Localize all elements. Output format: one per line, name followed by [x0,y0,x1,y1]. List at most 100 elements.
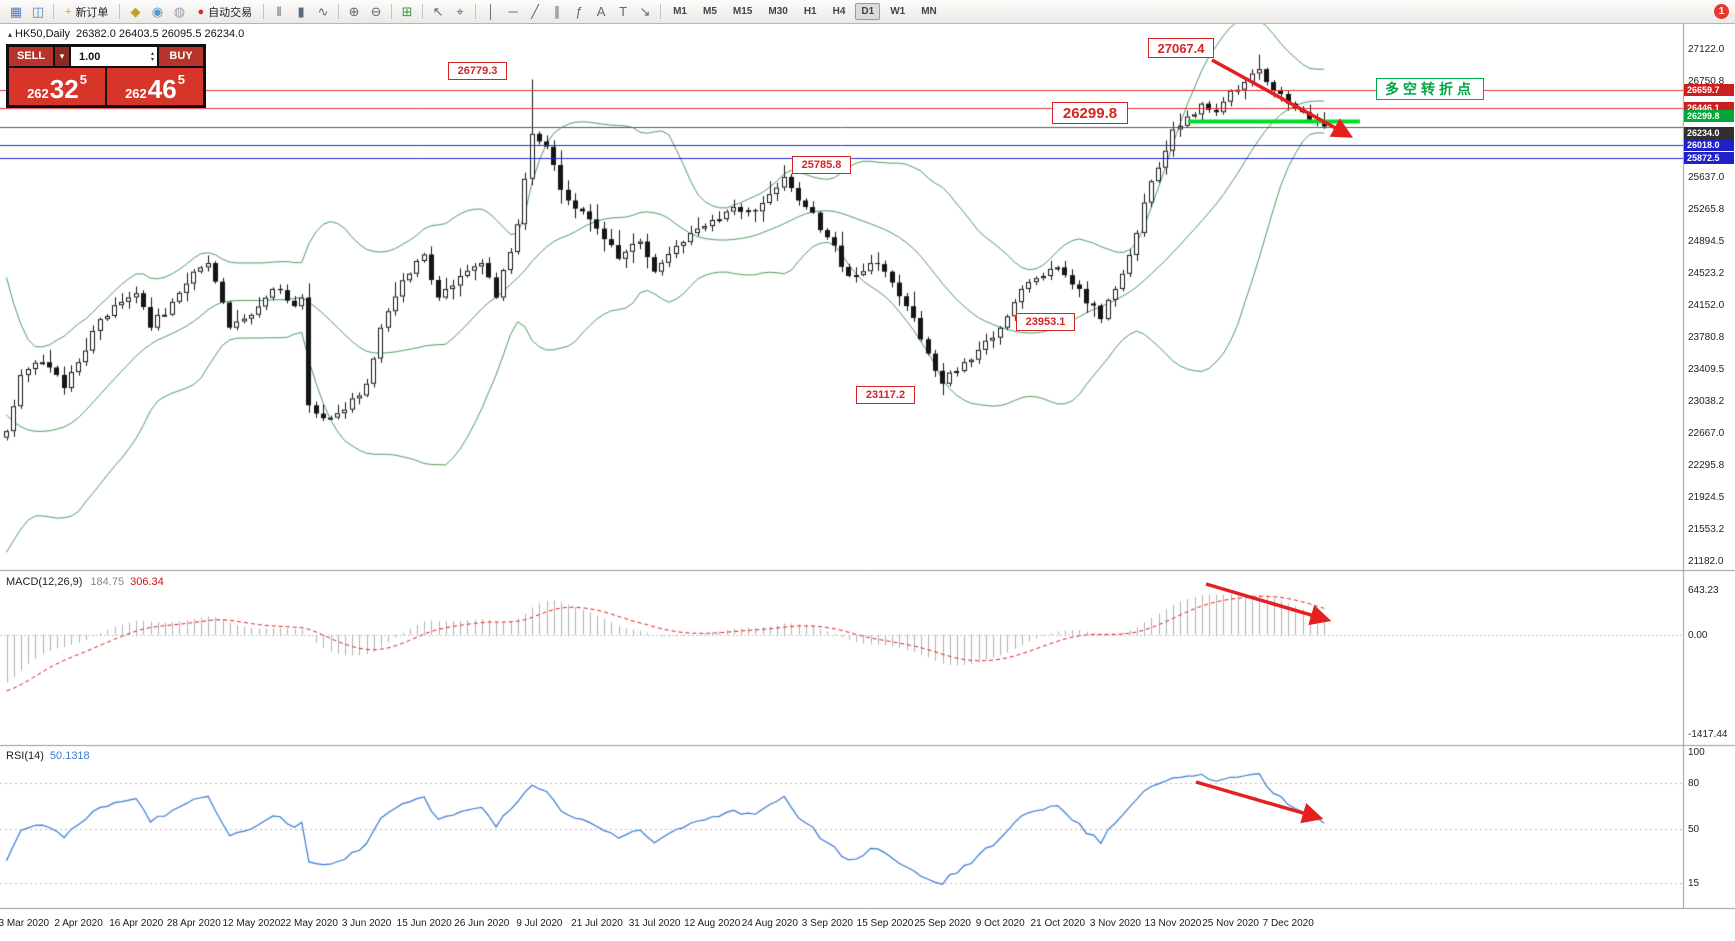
sell-price-pip: 5 [79,72,87,87]
toolbar-separator [391,4,393,19]
horizontal-line-icon[interactable]: ─ [508,4,518,19]
macd-axis-label: 643.23 [1688,585,1719,596]
toolbar-separator [660,4,662,19]
bar-chart-mode-icon[interactable]: ‖ [276,4,282,19]
rsi-axis-label: 15 [1688,877,1700,889]
price-tag: 25872.5 [1684,151,1734,164]
new-order-button[interactable]: + 新订单 [59,2,114,22]
collapse-subwindow-icon[interactable]: ▴ [8,30,13,39]
macd-axis-label: 0.00 [1688,629,1708,641]
pivot-price-label[interactable]: 26299.8 [1052,102,1128,124]
sell-button[interactable]: SELL [9,47,53,66]
date-axis-label: 26 Jun 2020 [454,918,510,929]
pivot-text-label[interactable]: 多空转折点 [1376,78,1484,100]
rsi-axis-label: 50 [1688,824,1700,835]
date-axis-label: 9 Oct 2020 [975,918,1025,929]
label-icon[interactable]: T [619,4,628,19]
buy-price-pip: 5 [177,72,185,87]
zoom-out-icon[interactable]: ⊖ [370,3,382,19]
charts-grid-icon[interactable]: ▦ [9,3,23,19]
rsi-value: 50.1318 [49,750,90,762]
macd-axis-label: -1417.44 [1688,729,1728,740]
price-axis-label: 23780.8 [1688,332,1725,343]
price-axis-label: 25265.8 [1688,204,1725,215]
autotrade-button-label: 自动交易 [208,6,253,19]
toolbar-separator [475,4,477,19]
trendline-icon[interactable]: ╱ [531,3,539,19]
cursor-icon[interactable]: ↖ [432,3,444,19]
timeframe-mn-button[interactable]: MN [921,6,937,17]
sell-price-big: 32 [49,74,79,104]
date-axis-label: 16 Apr 2020 [109,918,164,929]
notification-badge[interactable]: 1 [1714,4,1729,19]
volume-input[interactable]: 1.00 ▴ ▾ [71,47,157,66]
low-label-oct[interactable]: 23953.1 [1016,313,1075,331]
date-axis-label: 13 Nov 2020 [1144,918,1202,929]
toolbar-separator [263,4,265,19]
high-label-nov[interactable]: 27067.4 [1148,38,1214,58]
new-order-icon: + [65,5,72,18]
timeframe-d1-button[interactable]: D1 [855,3,881,20]
timeframe-m5-button[interactable]: M5 [703,6,717,17]
autotrade-button[interactable]: ● 自动交易 [191,2,258,22]
metaeditor-icon[interactable]: ◆ [130,3,141,19]
buy-button[interactable]: BUY [159,47,203,66]
timeframe-m30-button[interactable]: M30 [768,6,788,17]
date-axis-label: 15 Jun 2020 [396,918,452,929]
channel-icon[interactable]: ∥ [553,3,561,19]
toolbar-separator [338,4,340,19]
price-axis-label: 21924.5 [1688,492,1725,503]
price-axis-label: 23038.2 [1688,396,1725,407]
timeframe-m15-button[interactable]: M15 [732,6,753,17]
date-axis-label: 12 Aug 2020 [684,918,741,929]
date-axis-label: 21 Oct 2020 [1030,918,1086,929]
timeframe-h1-button[interactable]: H1 [803,6,817,17]
price-axis-label: 22295.8 [1688,460,1725,471]
one-click-trading-panel: SELL ▾ 1.00 ▴ ▾ BUY 262 32 5 262 46 5 [6,44,206,108]
sell-dropdown-icon[interactable]: ▾ [55,47,69,66]
fibonacci-icon[interactable]: ƒ [575,4,583,19]
volume-value: 1.00 [79,50,101,63]
text-icon[interactable]: A [596,4,606,19]
zoom-in-icon[interactable]: ⊕ [348,3,360,19]
date-axis-label: 31 Jul 2020 [628,918,681,929]
price-axis-label: 24523.2 [1688,268,1725,279]
date-axis-label: 22 May 2020 [280,918,338,929]
signals-icon[interactable]: ◍ [173,3,186,19]
volume-up-icon[interactable]: ▴ [150,50,154,57]
toolbar-separator [422,4,424,19]
timeframe-h4-button[interactable]: H4 [832,6,846,17]
price-tag: 26659.7 [1684,83,1734,96]
date-axis-label: 28 Apr 2020 [166,918,221,929]
buy-price-button[interactable]: 262 46 5 [107,68,203,105]
macd-name: MACD(12,26,9) [6,576,83,588]
toolbar: ▦ ◫ + 新订单 ◆ ◉ ◍ ● 自动交易 ‖ ▮ ∿ ⊕ ⊖ ⊞ ↖ ⌖ │ ─ ╱ ∥ ƒ A T ↘ M1 M5 M15 M30… [0,0,1735,24]
price-axis-label: 26750.8 [1688,76,1725,87]
volume-down-icon[interactable]: ▾ [150,56,154,63]
vertical-line-icon[interactable]: │ [487,4,496,19]
crosshair-icon[interactable]: ⌖ [456,3,464,19]
high-label-aug[interactable]: 25785.8 [792,156,851,174]
new-chart-icon[interactable]: ◫ [31,3,45,19]
timeframe-m1-button[interactable]: M1 [673,6,687,17]
high-label-jul[interactable]: 26779.3 [448,62,507,80]
macd-indicator-label: MACD(12,26,9) 184.75 306.34 [6,576,164,588]
sell-price-prefix: 262 [27,86,49,101]
ohlc-line: ▴ HK50,Daily 26382.0 26403.5 26095.5 26234… [8,28,250,40]
rsi-indicator-label: RSI(14) 50.1318 [6,750,90,762]
tile-windows-icon[interactable]: ⊞ [401,3,413,19]
candlestick-mode-icon[interactable]: ▮ [297,3,305,19]
toolbar-separator [119,4,121,19]
timeframe-w1-button[interactable]: W1 [890,6,906,17]
line-chart-mode-icon[interactable]: ∿ [317,3,329,19]
chart-symbol-period: HK50,Daily [15,28,71,40]
sell-price-button[interactable]: 262 32 5 [9,68,105,105]
low-label-sep[interactable]: 23117.2 [856,386,915,404]
arrows-tool-icon[interactable]: ↘ [639,3,651,19]
market-icon[interactable]: ◉ [151,3,164,19]
date-axis-label: 23 Mar 2020 [0,918,50,929]
chart-ohlc-values: 26382.0 26403.5 26095.5 26234.0 [76,28,245,40]
rsi-axis-label: 80 [1688,777,1700,789]
